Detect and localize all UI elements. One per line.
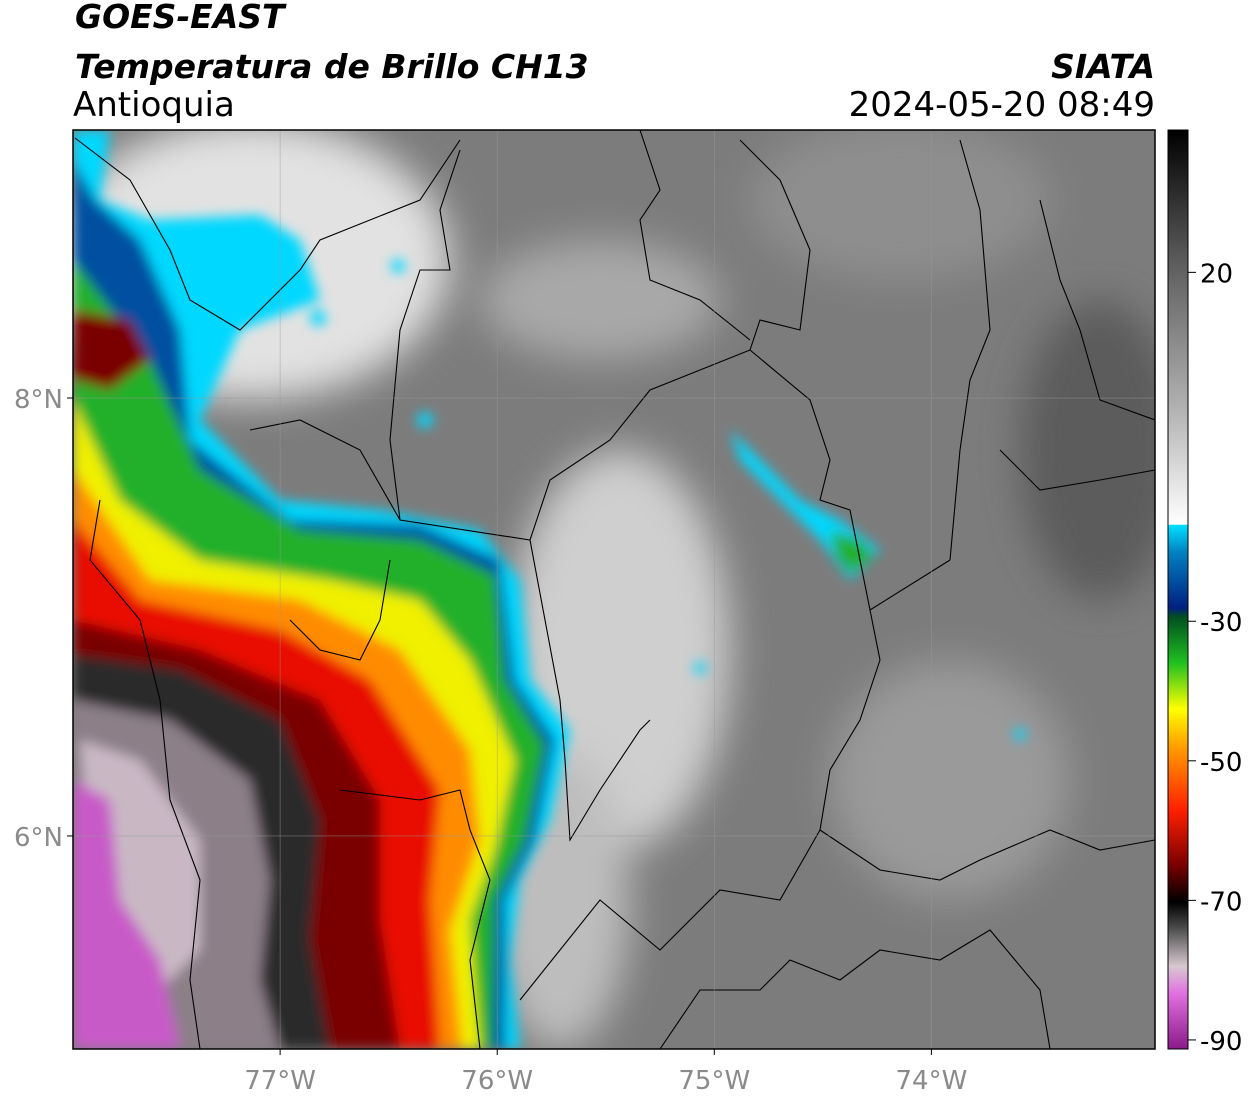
colorbar-tick-label: -30: [1200, 608, 1242, 638]
colorbar: [1167, 129, 1189, 1050]
colorbar-tick-label: -50: [1200, 748, 1242, 778]
satellite-image: [73, 130, 1155, 1049]
region: Antioquia: [73, 85, 235, 125]
title: GOES-EAST: [75, 0, 287, 36]
lat-tick-label: 8°N: [14, 385, 63, 415]
colorbar-tick-label: -90: [1200, 1027, 1242, 1057]
map-frame: [72, 129, 1156, 1050]
lat-tick-label: 6°N: [14, 823, 63, 853]
lon-tick-label: 75°W: [678, 1066, 750, 1096]
agency: SIATA: [1051, 47, 1155, 86]
grid: [73, 130, 1155, 1049]
colorbar-tick-label: -70: [1200, 887, 1242, 917]
subtitle: Temperatura de Brillo CH13: [75, 47, 589, 86]
datetime: 2024-05-20 08:49: [849, 85, 1155, 125]
colorbar-tick-label: 20: [1200, 259, 1233, 289]
borders: [74, 130, 1155, 1049]
lon-tick-label: 74°W: [895, 1066, 967, 1096]
lon-tick-label: 77°W: [244, 1066, 316, 1096]
lon-tick-label: 76°W: [461, 1066, 533, 1096]
